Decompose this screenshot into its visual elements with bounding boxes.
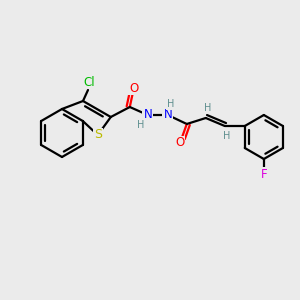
Text: Cl: Cl [83,76,95,88]
Text: H: H [223,131,230,141]
Text: H: H [204,103,212,113]
Text: O: O [175,136,184,149]
Text: N: N [164,109,172,122]
Text: S: S [94,128,102,142]
Text: H: H [167,99,175,109]
Text: F: F [260,167,267,181]
Text: H: H [137,120,145,130]
Text: N: N [143,109,152,122]
Text: O: O [129,82,138,94]
